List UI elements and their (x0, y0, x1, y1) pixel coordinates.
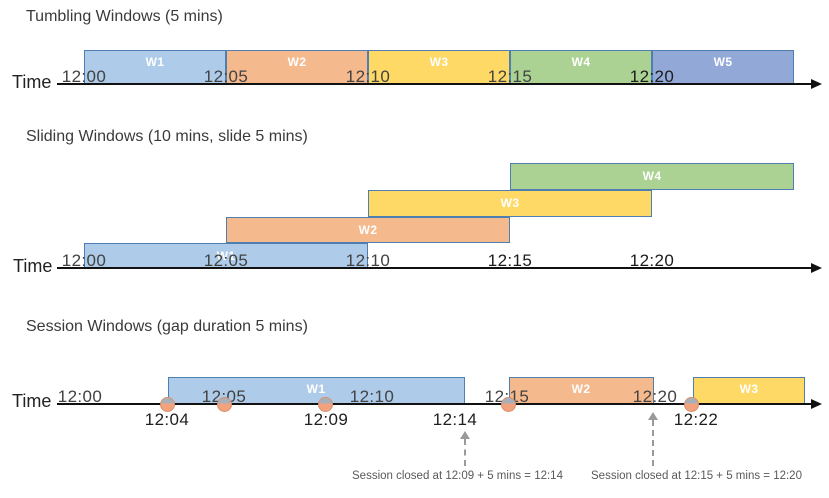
sliding-tick: 12:05 (203, 251, 249, 270)
sliding-time-axis-label: Time (13, 256, 53, 276)
event-dot (318, 397, 333, 412)
sliding-window-label: W3 (500, 196, 520, 210)
tumbling-section-title: Tumbling Windows (5 mins) (26, 8, 223, 25)
tumbling-window-label: W1 (145, 55, 165, 69)
sliding-window-label: W1 (216, 249, 236, 263)
session-section-title: Session Windows (gap duration 5 mins) (26, 318, 308, 335)
event-dot (684, 397, 699, 412)
session-tick: 12:05 (202, 388, 247, 405)
sliding-tick: 12:15 (487, 251, 533, 270)
sliding-window-w2 (226, 217, 510, 243)
tumbling-time-axis-label: Time (12, 72, 52, 92)
session-close-annotation: Session closed at 12:09 + 5 mins = 12:14 (352, 470, 563, 482)
session-tick: 12:20 (632, 387, 678, 406)
tumbling-tick: 12:15 (487, 67, 533, 86)
session-tick: 12:00 (57, 387, 103, 406)
sliding-axis-arrow-icon (811, 263, 822, 273)
sliding-window-w3 (368, 190, 652, 217)
session-time-axis (57, 403, 811, 405)
tumbling-tick: 12:05 (203, 67, 249, 86)
event-dot (501, 397, 516, 412)
dashed-arrow-line (652, 420, 654, 466)
session-window-label: W2 (571, 382, 591, 396)
tumbling-window-label: W4 (571, 55, 591, 69)
sliding-section-title: Sliding Windows (10 mins, slide 5 mins) (26, 128, 308, 145)
event-dot (160, 397, 175, 412)
tumbling-window-label: W3 (429, 55, 449, 69)
tumbling-tick: 12:00 (61, 67, 107, 86)
tumbling-tick: 12:20 (629, 67, 675, 86)
tumbling-window-w4 (510, 50, 652, 84)
event-time-label: 12:09 (303, 410, 349, 429)
event-dot (217, 397, 232, 412)
session-window-w3 (693, 377, 805, 404)
tumbling-window-label: W5 (713, 55, 733, 69)
dashed-arrow-icon (460, 431, 470, 439)
dashed-arrow-line (464, 439, 466, 466)
sliding-time-axis (57, 267, 811, 269)
tumbling-time-axis (57, 83, 811, 85)
session-time-axis-label: Time (12, 391, 52, 411)
event-time-label: 12:04 (144, 410, 190, 429)
sliding-tick: 12:10 (345, 251, 391, 270)
sliding-tick: 12:20 (629, 251, 675, 270)
sliding-tick: 12:00 (61, 251, 107, 270)
sliding-window-w4 (510, 163, 794, 190)
session-tick: 12:15 (485, 388, 530, 405)
tumbling-axis-arrow-icon (811, 79, 822, 89)
session-close-annotation: Session closed at 12:15 + 5 mins = 12:20 (591, 470, 802, 482)
sliding-window-label: W4 (642, 169, 662, 183)
tumbling-window-label: W2 (287, 55, 307, 69)
session-close-time-label: 12:14 (432, 410, 478, 429)
sliding-window-label: W2 (358, 223, 378, 237)
dashed-arrow-icon (648, 412, 658, 420)
session-axis-arrow-icon (811, 399, 822, 409)
session-window-w2 (509, 377, 654, 404)
tumbling-window-w1 (84, 50, 226, 84)
session-window-label: W1 (306, 382, 326, 396)
session-window-label: W3 (739, 382, 759, 396)
event-time-label: 12:22 (673, 410, 719, 429)
sliding-window-w1 (84, 243, 368, 268)
tumbling-window-w2 (226, 50, 368, 84)
session-tick: 12:10 (349, 387, 395, 406)
tumbling-tick: 12:10 (345, 67, 391, 86)
